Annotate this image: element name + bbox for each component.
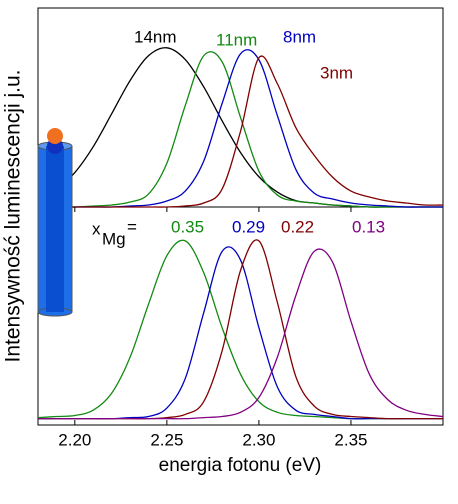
- series-label: 0.13: [352, 217, 385, 236]
- spectrum-line: [37, 239, 443, 420]
- spectrum-line: [37, 55, 444, 208]
- series-label: 14nm: [134, 27, 177, 46]
- series-label: 0.35: [171, 217, 204, 236]
- mg-particle: [47, 128, 63, 144]
- legend-prefix-x: x: [92, 219, 101, 238]
- x-tick-label: 2.35: [334, 430, 367, 449]
- series-label: 0.29: [232, 217, 265, 236]
- spectrum-line: [37, 47, 443, 208]
- legend-prefix-subscript: Mg: [102, 229, 126, 248]
- legend-prefix-equals: =: [127, 217, 137, 236]
- spectrum-line: [38, 239, 443, 420]
- x-axis-label: energia fotonu (eV): [159, 455, 322, 476]
- series-label: 0.22: [281, 217, 314, 236]
- spectrum-line: [37, 51, 443, 208]
- curves: [37, 47, 444, 420]
- series-label: 11nm: [216, 30, 257, 49]
- y-axis-label: Intensywność luminescencji j.u.: [2, 70, 25, 363]
- spectrum-line: [37, 49, 443, 208]
- x-tick-label: 2.20: [58, 430, 91, 449]
- bottom-panel-frame: [37, 206, 444, 426]
- x-tick-label: 2.25: [150, 430, 183, 449]
- nanowire-core: [46, 146, 64, 312]
- nanowire-icon: [37, 128, 73, 317]
- spectrum-line: [38, 248, 444, 420]
- series-label: 3nm: [320, 63, 353, 82]
- series-label: 8nm: [283, 27, 316, 46]
- x-tick-label: 2.30: [242, 430, 275, 449]
